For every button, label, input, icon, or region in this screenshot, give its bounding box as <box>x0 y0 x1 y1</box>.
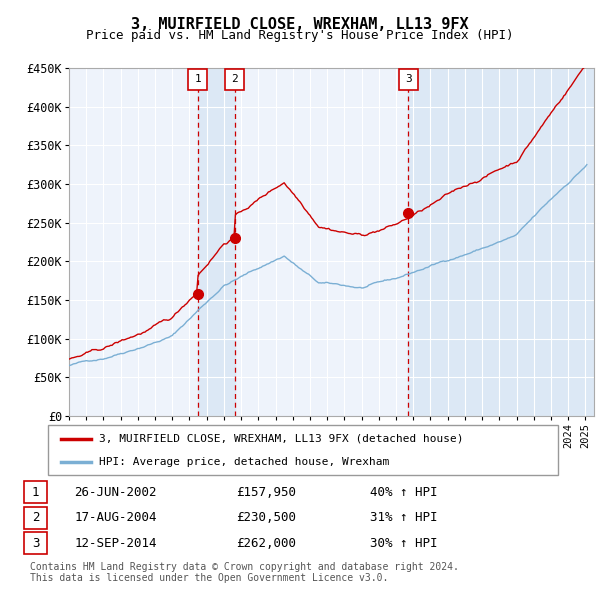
Text: £157,950: £157,950 <box>236 486 296 499</box>
Text: Contains HM Land Registry data © Crown copyright and database right 2024.
This d: Contains HM Land Registry data © Crown c… <box>30 562 459 584</box>
Bar <box>24 507 47 529</box>
Bar <box>24 532 47 555</box>
Text: 3: 3 <box>405 74 412 84</box>
Text: 3: 3 <box>32 537 40 550</box>
Text: £230,500: £230,500 <box>236 511 296 525</box>
Bar <box>188 68 207 90</box>
Text: 17-AUG-2004: 17-AUG-2004 <box>74 511 157 525</box>
Text: Price paid vs. HM Land Registry's House Price Index (HPI): Price paid vs. HM Land Registry's House … <box>86 30 514 42</box>
Text: 2: 2 <box>231 74 238 84</box>
Text: £262,000: £262,000 <box>236 537 296 550</box>
Bar <box>24 481 47 503</box>
Text: 3, MUIRFIELD CLOSE, WREXHAM, LL13 9FX: 3, MUIRFIELD CLOSE, WREXHAM, LL13 9FX <box>131 17 469 31</box>
Text: 26-JUN-2002: 26-JUN-2002 <box>74 486 157 499</box>
Bar <box>198 68 235 416</box>
Text: 3, MUIRFIELD CLOSE, WREXHAM, LL13 9FX (detached house): 3, MUIRFIELD CLOSE, WREXHAM, LL13 9FX (d… <box>99 434 464 444</box>
Text: 1: 1 <box>194 74 201 84</box>
Text: 30% ↑ HPI: 30% ↑ HPI <box>370 537 437 550</box>
Text: 40% ↑ HPI: 40% ↑ HPI <box>370 486 437 499</box>
Text: 2: 2 <box>32 511 40 525</box>
Bar <box>225 68 244 90</box>
Bar <box>408 68 594 416</box>
Text: 12-SEP-2014: 12-SEP-2014 <box>74 537 157 550</box>
Text: 1: 1 <box>32 486 40 499</box>
Text: 31% ↑ HPI: 31% ↑ HPI <box>370 511 437 525</box>
Text: HPI: Average price, detached house, Wrexham: HPI: Average price, detached house, Wrex… <box>99 457 389 467</box>
Bar <box>398 68 418 90</box>
